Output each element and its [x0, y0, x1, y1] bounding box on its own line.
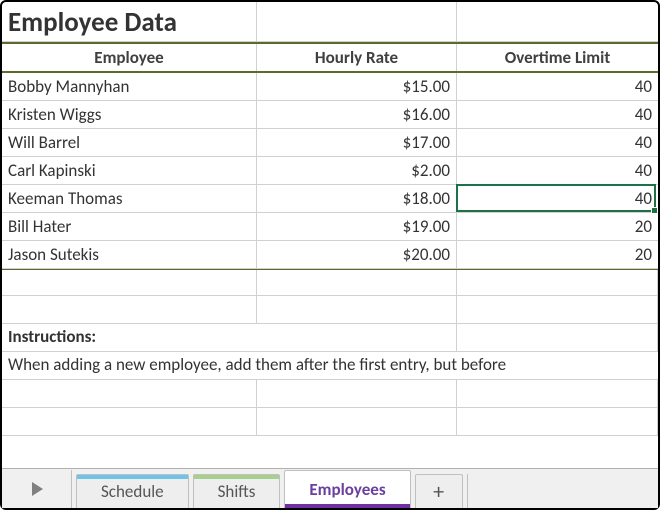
table-header-row: Employee Hourly Rate Overtime Limit — [2, 42, 658, 73]
cell-rate[interactable]: $2.00 — [257, 157, 457, 184]
table-row[interactable]: Bobby Mannyhan$15.0040 — [2, 73, 658, 101]
table-row[interactable]: Kristen Wiggs$16.0040 — [2, 101, 658, 129]
column-header-employee[interactable]: Employee — [2, 44, 257, 71]
cell-employee[interactable]: Bobby Mannyhan — [2, 73, 257, 100]
blank-row[interactable] — [2, 296, 658, 324]
cell-rate[interactable]: $20.00 — [257, 241, 457, 268]
cell-overtime[interactable]: 20 — [457, 241, 658, 268]
cell-rate[interactable]: $17.00 — [257, 129, 457, 156]
cell-overtime[interactable]: 40 — [457, 129, 658, 156]
sheet-tab-bar: Schedule Shifts Employees + — [2, 468, 658, 508]
cell-rate[interactable]: $16.00 — [257, 101, 457, 128]
cell-overtime[interactable]: 20 — [457, 213, 658, 240]
title-row: Employee Data — [2, 2, 658, 42]
cell-employee[interactable]: Keeman Thomas — [2, 185, 257, 212]
instructions-label-row[interactable]: Instructions: — [2, 324, 658, 352]
cell-employee[interactable]: Bill Hater — [2, 213, 257, 240]
tab-color-strip — [285, 504, 409, 508]
sheet-tab-schedule[interactable]: Schedule — [76, 474, 189, 508]
cell-rate[interactable]: $19.00 — [257, 213, 457, 240]
tab-color-strip — [77, 475, 188, 479]
cell-overtime[interactable]: 40 — [457, 101, 658, 128]
worksheet-area: Employee Data Employee Hourly Rate Overt… — [2, 2, 658, 468]
column-header-rate[interactable]: Hourly Rate — [257, 44, 457, 71]
tab-label: Employees — [309, 479, 385, 500]
cell-rate[interactable]: $18.00 — [257, 185, 457, 212]
cell-overtime[interactable]: 40 — [457, 185, 658, 212]
tab-color-strip — [194, 475, 280, 479]
table-row[interactable]: Keeman Thomas$18.0040 — [2, 185, 658, 213]
tab-label: Schedule — [101, 481, 164, 502]
column-header-overtime[interactable]: Overtime Limit — [457, 44, 658, 71]
table-row[interactable]: Will Barrel$17.0040 — [2, 129, 658, 157]
blank-row[interactable] — [2, 380, 658, 408]
instructions-label: Instructions: — [2, 324, 257, 351]
tab-nav-button[interactable] — [2, 470, 72, 508]
cell-overtime[interactable]: 40 — [457, 157, 658, 184]
cell-employee[interactable]: Jason Sutekis — [2, 241, 257, 268]
play-icon — [28, 480, 46, 498]
table-row[interactable]: Carl Kapinski$2.0040 — [2, 157, 658, 185]
instructions-text-row[interactable]: When adding a new employee, add them aft… — [2, 352, 658, 380]
add-sheet-button[interactable]: + — [415, 474, 463, 508]
sheet-tab-employees[interactable]: Employees — [284, 470, 410, 508]
cell-employee[interactable]: Carl Kapinski — [2, 157, 257, 184]
title-spacer — [457, 2, 658, 41]
tabbar-spacer — [467, 474, 658, 508]
cell-overtime[interactable]: 40 — [457, 73, 658, 100]
sheet-tab-shifts[interactable]: Shifts — [193, 474, 281, 508]
table-row[interactable]: Jason Sutekis$20.0020 — [2, 241, 658, 269]
blank-row[interactable] — [2, 408, 658, 436]
cell-employee[interactable]: Kristen Wiggs — [2, 101, 257, 128]
blank-row[interactable] — [2, 268, 658, 296]
page-title: Employee Data — [2, 2, 257, 41]
instructions-text: When adding a new employee, add them aft… — [2, 352, 512, 379]
title-spacer — [257, 2, 457, 41]
plus-icon: + — [433, 478, 444, 505]
table-row[interactable]: Bill Hater$19.0020 — [2, 213, 658, 241]
cell-rate[interactable]: $15.00 — [257, 73, 457, 100]
tab-label: Shifts — [218, 481, 256, 502]
cell-employee[interactable]: Will Barrel — [2, 129, 257, 156]
